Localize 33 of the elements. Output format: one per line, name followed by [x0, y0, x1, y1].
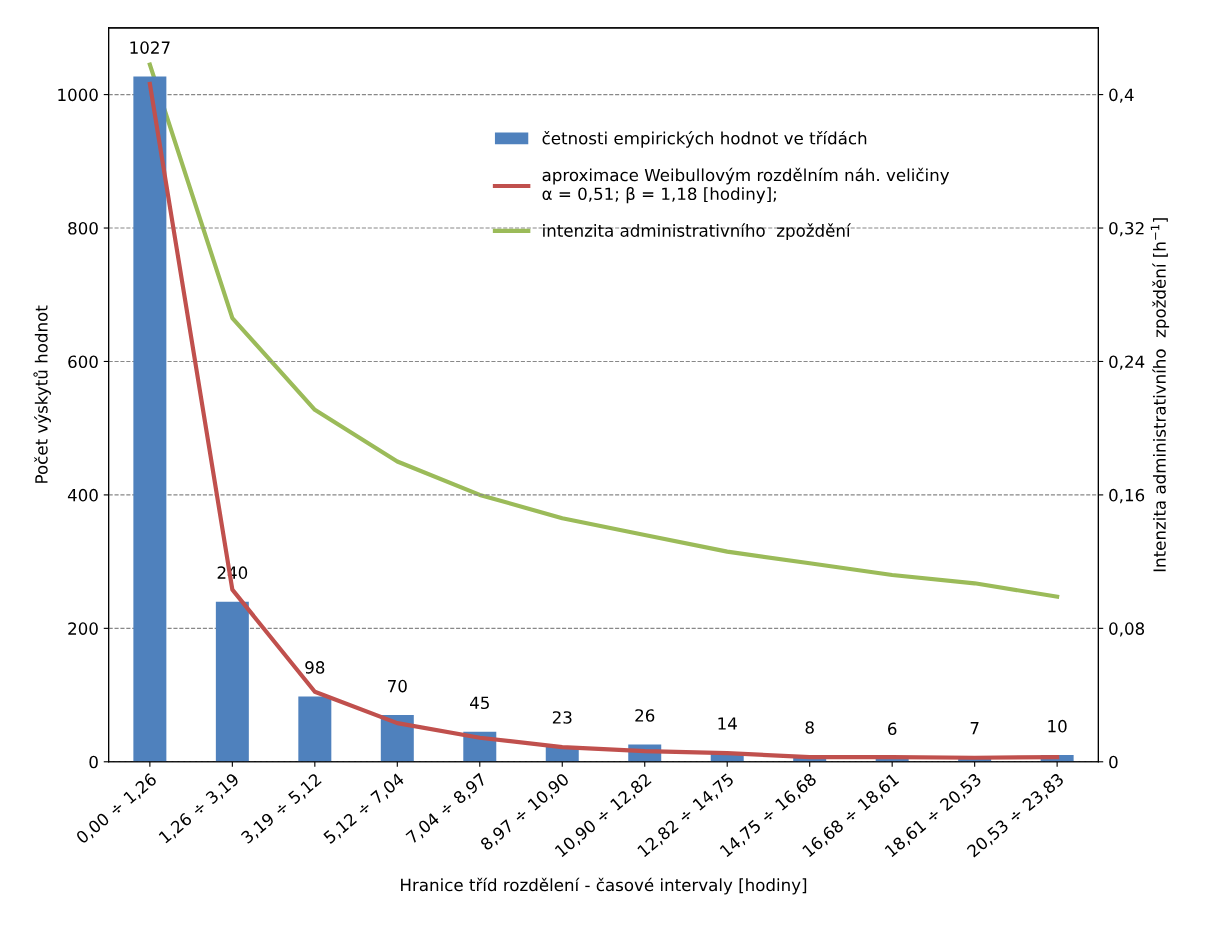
data-label: 1027 [130, 41, 170, 54]
y2-tick-label: 0,32 [1109, 221, 1144, 237]
y2-tick-label: 0,4 [1109, 88, 1134, 103]
y2-axis-title: Intenzita administrativního zpoždění [h$^{−1}$] [1150, 218, 1170, 572]
y2-tick-label: 0,16 [1109, 488, 1145, 504]
data-label: 14 [718, 717, 737, 730]
y2-tick-label: 0,24 [1109, 355, 1145, 370]
y-tick-label: 0 [89, 755, 98, 769]
y-tick-label: 200 [68, 622, 98, 635]
data-label: 70 [388, 679, 407, 693]
y2-tick-label: 0 [1109, 755, 1118, 769]
data-label: 23 [552, 711, 572, 724]
bar [298, 696, 332, 762]
y-tick-label: 800 [68, 221, 98, 235]
legend-label: intenzita administrativního zpoždění [543, 223, 852, 241]
legend-label: aproximace Weibullovým rozdělním náh. veličiny α = 0,51; β = 1,18 [hodiny]; [542, 167, 950, 204]
y-tick-label: 1000 [58, 88, 98, 102]
data-label: 98 [305, 661, 325, 674]
data-label: 6 [888, 722, 897, 736]
bar [133, 76, 167, 762]
data-label: 8 [805, 721, 814, 734]
data-label: 45 [469, 696, 489, 710]
line-series [147, 62, 1060, 599]
y2-tick-label: 0,08 [1109, 622, 1145, 637]
legend-label: četnosti empirických hodnot ve třídách [542, 130, 867, 148]
y-tick-label: 600 [68, 355, 98, 369]
data-label: 10 [1048, 719, 1067, 733]
data-label: 7 [970, 722, 979, 735]
y-tick-label: 400 [67, 488, 98, 502]
y-axis-title: Počet výskytů hodnot [33, 305, 51, 483]
x-axis-title: Hranice tříd rozdělení - časové intervaly [hodiny] [401, 877, 807, 895]
bar [215, 601, 249, 762]
data-label: 26 [635, 709, 655, 722]
